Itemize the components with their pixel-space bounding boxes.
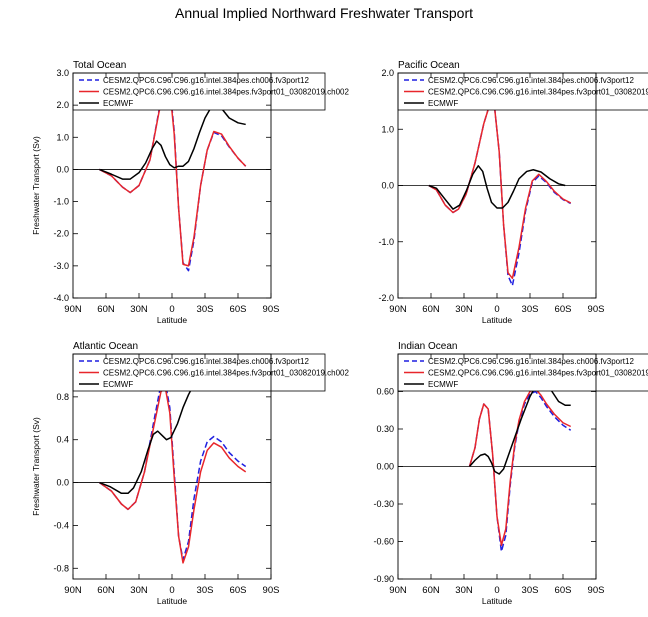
y-tick-label: 2.0 [56,100,69,110]
panel-title: Indian Ocean [398,341,458,352]
panel-title: Atlantic Ocean [73,341,138,352]
figure-title: Annual Implied Northward Freshwater Tran… [175,5,473,21]
x-axis-label: Latitude [482,315,513,325]
legend-box [397,353,648,392]
y-tick-label: 2.0 [381,68,394,78]
x-tick-label: 60S [230,585,247,596]
y-tick-label: -0.60 [373,537,394,547]
legend-label-3: ECMWF [103,380,133,389]
x-tick-label: 60N [422,304,440,315]
legend-label-1: CESM2.QPC6.C96.C96.g16.intel.384pes.ch00… [428,357,634,366]
legend-label-2: CESM2.QPC6.C96.C96.g16.intel.384pes.fv3p… [103,88,349,97]
y-tick-label: 0.4 [56,435,69,445]
y-tick-label: 0.8 [56,392,69,402]
legend-label-2: CESM2.QPC6.C96.C96.g16.intel.384pes.fv3p… [428,369,648,378]
x-tick-label: 30N [455,585,473,596]
x-tick-label: 30N [130,304,148,315]
y-axis-label: Freshwater Transport (Sv) [31,417,41,516]
series-line-2 [98,387,247,564]
y-tick-label: -0.8 [53,563,69,573]
x-tick-label: 0 [494,585,499,596]
legend: CESM2.QPC6.C96.C96.g16.intel.384pes.ch00… [397,353,648,392]
legend-label-3: ECMWF [103,99,133,108]
y-tick-label: 0.0 [56,478,69,488]
legend-label-2: CESM2.QPC6.C96.C96.g16.intel.384pes.fv3p… [103,369,349,378]
x-tick-label: 60N [97,585,115,596]
series-line-3 [428,165,566,210]
y-tick-label: -3.0 [53,261,69,271]
panel-pacific-ocean: Pacific Ocean CESM2.QPC6.C96.C96.g16.inte… [378,60,648,325]
y-tick-label: -0.30 [373,499,394,509]
y-tick-label: 1.0 [381,124,394,134]
legend: CESM2.QPC6.C96.C96.g16.intel.384pes.ch00… [72,72,349,111]
x-tick-label: 90S [263,304,280,315]
legend: CESM2.QPC6.C96.C96.g16.intel.384pes.ch00… [397,72,648,111]
y-tick-label: -2.0 [53,229,69,239]
x-tick-label: 90N [389,585,407,596]
x-axis-label: Latitude [482,596,513,606]
x-tick-label: 30N [455,304,473,315]
y-tick-label: 0.0 [381,181,394,191]
y-tick-label: 3.0 [56,68,69,78]
series-line-2 [99,81,247,267]
x-tick-label: 90S [588,304,605,315]
legend-box [397,72,648,111]
y-tick-label: 1.0 [56,132,69,142]
x-tick-label: 0 [169,304,174,315]
x-tick-label: 90N [389,304,407,315]
y-tick-label: -4.0 [53,293,69,303]
panel-indian-ocean: Indian Ocean CESM2.QPC6.C96.C96.g16.intel… [373,341,648,606]
x-tick-label: 30S [522,304,539,315]
x-tick-label: 90S [263,585,280,596]
y-tick-label: 0.60 [376,387,394,397]
x-tick-label: 60S [555,585,572,596]
legend-label-1: CESM2.QPC6.C96.C96.g16.intel.384pes.ch00… [103,357,309,366]
legend-label-2: CESM2.QPC6.C96.C96.g16.intel.384pes.fv3p… [428,88,648,97]
y-tick-label: -0.4 [53,520,69,530]
legend-label-1: CESM2.QPC6.C96.C96.g16.intel.384pes.ch00… [103,76,309,85]
y-tick-label: 0.0 [56,164,69,174]
x-tick-label: 60N [422,585,440,596]
y-tick-label: 0.00 [376,462,394,472]
panel-title: Pacific Ocean [398,60,460,71]
panel-atlantic-ocean: Atlantic Ocean CESM2.QPC6.C96.C96.g16.int… [31,341,349,606]
y-axis-label: Freshwater Transport (Sv) [31,136,41,235]
y-tick-label: 0.30 [376,424,394,434]
legend: CESM2.QPC6.C96.C96.g16.intel.384pes.ch00… [72,353,349,392]
x-tick-label: 90N [64,585,82,596]
panel-title: Total Ocean [73,60,126,71]
panel-total-ocean: Total Ocean CESM2.QPC6.C96.C96.g16.intel.… [31,60,349,325]
x-tick-label: 30N [130,585,148,596]
x-tick-label: 90N [64,304,82,315]
y-tick-label: -0.90 [373,574,394,584]
x-tick-label: 60S [555,304,572,315]
legend-label-1: CESM2.QPC6.C96.C96.g16.intel.384pes.ch00… [428,76,634,85]
legend-box [72,353,326,392]
y-tick-label: -2.0 [378,293,394,303]
panels: Total Ocean CESM2.QPC6.C96.C96.g16.intel.… [31,60,648,606]
x-tick-label: 30S [522,585,539,596]
series-line-2 [468,388,572,546]
legend-label-3: ECMWF [428,99,458,108]
x-tick-label: 60S [230,304,247,315]
x-tick-label: 30S [197,304,214,315]
x-axis-label: Latitude [157,315,188,325]
legend-box [72,72,326,111]
x-tick-label: 30S [197,585,214,596]
y-tick-label: -1.0 [53,197,69,207]
series-line-2 [428,101,572,280]
x-axis-label: Latitude [157,596,188,606]
x-tick-label: 90S [588,585,605,596]
x-tick-label: 0 [169,585,174,596]
x-tick-label: 0 [494,304,499,315]
y-tick-label: -1.0 [378,237,394,247]
legend-label-3: ECMWF [428,380,458,389]
x-tick-label: 60N [97,304,115,315]
